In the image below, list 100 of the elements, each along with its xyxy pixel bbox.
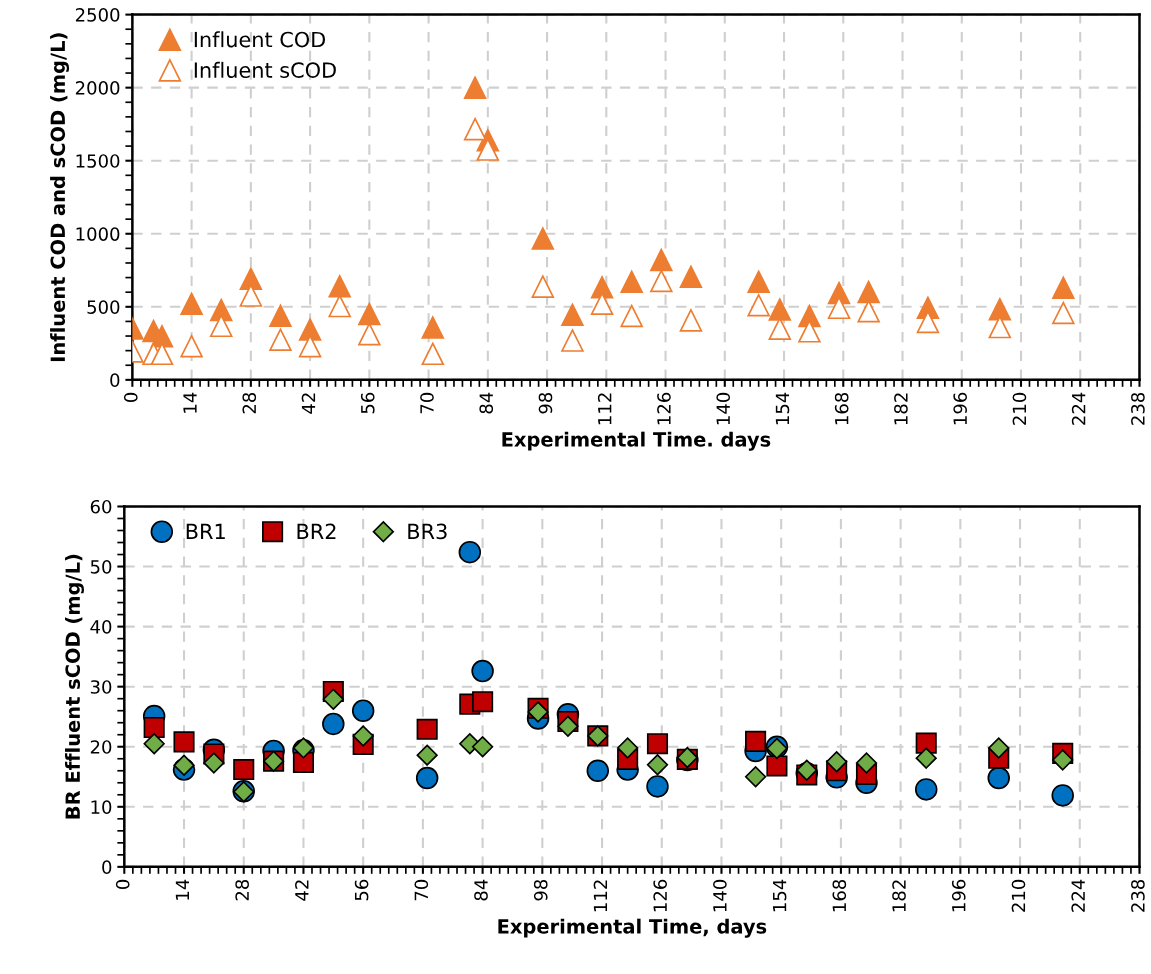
x-tick-label: 56 <box>360 392 375 414</box>
y-tick-label: 0 <box>110 373 120 387</box>
x-tick-label: 168 <box>834 392 849 425</box>
y-tick-label: 2500 <box>75 8 120 22</box>
point <box>855 752 878 774</box>
point <box>988 315 1012 339</box>
x-tick-label: 98 <box>538 392 553 414</box>
y-tick-label: 10 <box>91 800 112 814</box>
point <box>1051 784 1074 807</box>
x-tick-label: 182 <box>894 393 908 425</box>
legend-label: Influent sCOD <box>194 61 336 78</box>
point <box>646 733 669 755</box>
point <box>173 731 195 753</box>
point <box>1052 276 1075 300</box>
point <box>298 335 322 358</box>
point <box>1052 749 1074 771</box>
point <box>768 317 792 340</box>
point <box>415 766 439 790</box>
point <box>416 744 438 766</box>
legend-label: Influent COD <box>194 31 326 48</box>
point <box>557 715 579 737</box>
point <box>328 274 351 298</box>
point <box>561 303 584 327</box>
x-tick-label: 70 <box>414 879 429 901</box>
y-tick-label: 1500 <box>76 154 120 168</box>
point <box>239 284 263 307</box>
y-tick-label: 2000 <box>75 81 120 95</box>
x-axis-title: Experimental Time. days <box>502 431 771 451</box>
x-tick-label: 238 <box>1131 392 1145 425</box>
y-tick-label: 60 <box>90 499 112 514</box>
x-tick-label: 140 <box>716 392 731 425</box>
point <box>766 755 788 777</box>
point <box>620 304 643 328</box>
y-tick-label: 1000 <box>76 227 120 241</box>
point <box>531 275 555 298</box>
x-tick-label: 154 <box>773 879 787 912</box>
x-tick-label: 112 <box>597 393 612 425</box>
point <box>463 76 487 99</box>
point <box>747 270 770 293</box>
point <box>358 322 381 346</box>
x-tick-label: 14 <box>183 392 197 413</box>
legend-label: BR2 <box>297 523 336 539</box>
point <box>744 766 767 788</box>
point <box>679 265 703 288</box>
y-axis-title: Influent COD and sCOD (mg/L) <box>50 33 70 362</box>
point <box>421 316 445 339</box>
x-tick-label: 126 <box>657 392 671 425</box>
point <box>463 117 487 141</box>
y-tick-label: 40 <box>90 620 112 634</box>
point <box>143 716 165 739</box>
point <box>298 318 322 341</box>
y-tick-label: 0 <box>102 860 112 874</box>
x-tick-label: 154 <box>775 392 790 425</box>
x-tick-label: 28 <box>242 392 257 414</box>
x-tick-label: 84 <box>479 392 494 414</box>
point <box>916 310 940 334</box>
point <box>650 269 673 293</box>
point <box>796 759 818 781</box>
point <box>531 227 555 250</box>
x-tick-label: 196 <box>951 879 966 912</box>
x-tick-label: 56 <box>354 879 369 901</box>
point <box>358 302 381 326</box>
x-tick-label: 210 <box>1012 392 1027 425</box>
point <box>269 328 292 351</box>
point <box>471 736 494 758</box>
x-tick-label: 224 <box>1071 392 1086 425</box>
point <box>590 292 614 315</box>
point <box>827 296 851 320</box>
y-tick-label: 20 <box>90 740 112 754</box>
x-tick-label: 196 <box>953 392 967 425</box>
point <box>458 540 482 564</box>
point <box>825 751 848 773</box>
x-tick-label: 238 <box>1131 879 1145 912</box>
x-tick-label: 126 <box>653 879 667 912</box>
x-axis-title: Experimental Time, days <box>498 918 767 938</box>
point <box>180 335 203 358</box>
point <box>1052 301 1075 325</box>
x-tick-label: 28 <box>235 879 249 901</box>
point <box>328 294 351 318</box>
point <box>616 737 639 759</box>
y-tick-label: 30 <box>90 680 112 694</box>
point <box>857 280 880 304</box>
point <box>586 759 610 783</box>
x-tick-label: 42 <box>301 393 316 414</box>
y-tick-label: 500 <box>87 300 120 314</box>
x-tick-label: 182 <box>892 880 906 912</box>
point <box>620 270 643 293</box>
point <box>857 299 880 323</box>
point <box>650 248 673 272</box>
point <box>679 309 703 332</box>
legend-label: BR1 <box>186 523 225 539</box>
point <box>150 325 174 348</box>
point <box>798 320 821 343</box>
point <box>987 766 1010 790</box>
point <box>269 304 292 328</box>
point <box>416 718 438 740</box>
point <box>646 754 669 776</box>
point <box>180 292 203 315</box>
x-tick-label: 0 <box>123 392 138 402</box>
x-tick-label: 98 <box>533 879 548 901</box>
